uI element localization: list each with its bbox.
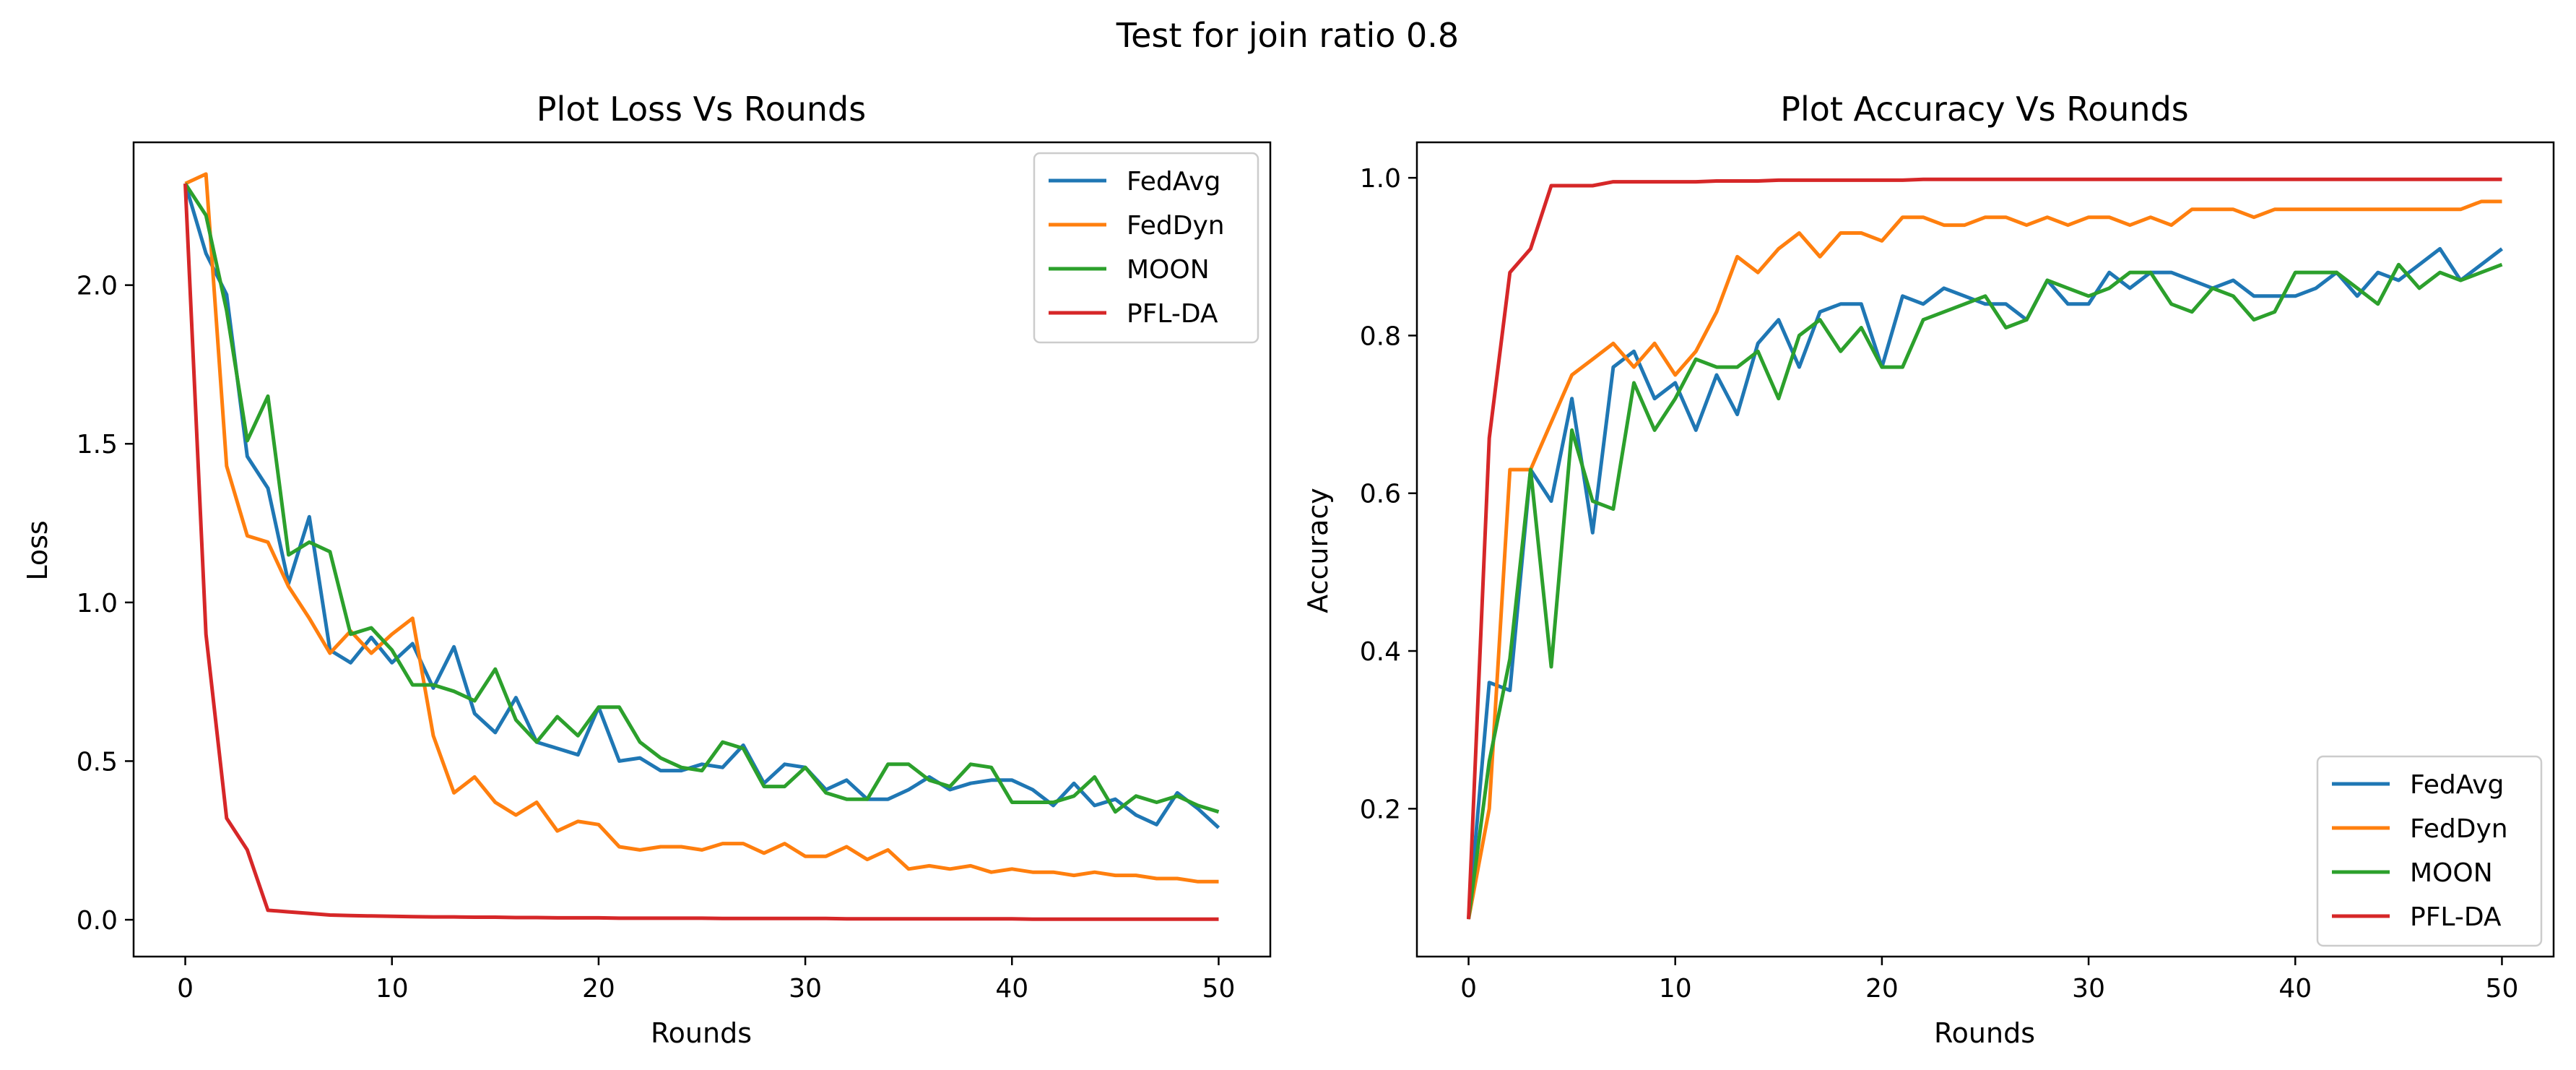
accuracy-y-tick-label: 1.0 [1360,164,1401,194]
loss-y-tick-label: 1.0 [77,589,118,618]
loss-legend-label-moon: MOON [1127,255,1210,285]
loss-x-ticks: 0 10 20 30 40 50 [177,957,1235,1004]
accuracy-x-tick-label: 30 [2072,974,2105,1004]
loss-y-tick-label: 2.0 [77,272,118,301]
loss-x-tick-label: 0 [177,974,194,1004]
accuracy-y-tick-label: 0.8 [1360,322,1401,351]
figure-suptitle: Test for join ratio 0.8 [1116,16,1459,55]
accuracy-y-tick-label: 0.2 [1360,795,1401,824]
loss-x-axis-label: Rounds [651,1017,752,1049]
accuracy-x-tick-label: 40 [2278,974,2312,1004]
accuracy-x-tick-label: 20 [1865,974,1899,1004]
accuracy-legend: FedAvg FedDyn MOON PFL-DA [2316,755,2543,947]
accuracy-series-line-pfl-da [1467,177,2502,920]
loss-plot-frame [132,141,1272,958]
loss-series-line-fedavg [183,183,1220,829]
loss-x-tick-label: 20 [582,974,615,1004]
accuracy-series-line-moon [1467,262,2503,920]
accuracy-legend-label-fedavg: FedAvg [2410,770,2504,800]
loss-series-line-feddyn [184,172,1219,884]
accuracy-subplot: Plot Accuracy Vs Rounds 0 10 20 30 40 50 0.20… [1302,90,2555,1049]
accuracy-x-tick-label: 50 [2486,974,2519,1004]
loss-y-tick-label: 0.5 [77,747,118,777]
accuracy-y-tick-label: 0.6 [1360,480,1401,509]
accuracy-x-ticks: 0 10 20 30 40 50 [1460,957,2518,1004]
loss-y-axis-label: Loss [22,520,53,580]
accuracy-plot-frame [1415,141,2555,958]
accuracy-x-tick-label: 10 [1659,974,1692,1004]
loss-x-tick-label: 50 [1202,974,1236,1004]
accuracy-series-line-feddyn [1467,199,2502,920]
loss-subplot-title: Plot Loss Vs Rounds [537,90,866,129]
accuracy-legend-box [2316,755,2543,947]
loss-legend-label-fedavg: FedAvg [1127,167,1220,197]
accuracy-y-tick-label: 0.4 [1360,637,1401,667]
loss-plot-lines [183,172,1220,921]
loss-series-line-pfl-da [183,183,1219,921]
loss-x-tick-label: 40 [995,974,1028,1004]
accuracy-legend-label-pfl-da: PFL-DA [2410,902,2502,932]
loss-subplot: Plot Loss Vs Rounds 0 10 20 30 40 50 0.0 0.5 1.… [22,90,1272,1049]
loss-x-tick-label: 30 [789,974,822,1004]
loss-y-tick-label: 1.5 [77,430,118,460]
loss-legend-label-pfl-da: PFL-DA [1127,299,1218,329]
accuracy-series-line-fedavg [1467,246,2504,920]
accuracy-x-axis-label: Rounds [1934,1017,2035,1049]
loss-legend-label-feddyn: FedDyn [1127,211,1225,241]
loss-x-tick-label: 10 [376,974,409,1004]
loss-y-tick-label: 0.0 [77,906,118,936]
accuracy-subplot-title: Plot Accuracy Vs Rounds [1780,90,2189,129]
accuracy-legend-label-feddyn: FedDyn [2410,814,2508,844]
accuracy-legend-label-moon: MOON [2410,858,2493,888]
accuracy-x-tick-label: 0 [1460,974,1477,1004]
loss-y-ticks: 0.0 0.5 1.0 1.5 2.0 [77,272,134,936]
accuracy-y-ticks: 0.2 0.4 0.6 0.8 1.0 [1360,164,1417,824]
loss-legend: FedAvg FedDyn MOON PFL-DA [1033,152,1259,344]
accuracy-y-axis-label: Accuracy [1302,488,1334,613]
loss-legend-box [1033,152,1259,344]
accuracy-plot-lines [1467,177,2504,920]
loss-series-line-moon [183,182,1220,814]
